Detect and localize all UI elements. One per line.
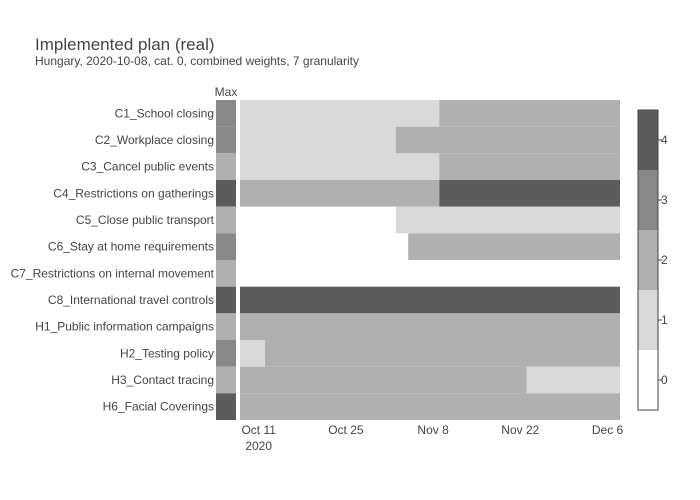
colorbar-tick-label: 4 xyxy=(661,133,668,147)
colorbar-tick-label: 0 xyxy=(661,373,668,387)
heatmap-cell-h3-contact-tracing xyxy=(240,366,527,394)
colorbar-band xyxy=(638,290,658,350)
max-cell-c7-restrictions-on-internal-movement xyxy=(216,260,236,287)
colorbar-band xyxy=(638,110,658,170)
heatmap-cell-c7-restrictions-on-internal-movement xyxy=(240,260,620,287)
max-column-header: Max xyxy=(215,85,238,99)
row-label-c4-restrictions-on-gatherings: C4_Restrictions on gatherings xyxy=(53,186,214,200)
heatmap-cell-c1-school-closing xyxy=(240,100,440,127)
row-label-c5-close-public-transport: C5_Close public transport xyxy=(76,213,215,227)
max-cell-c6-stay-at-home-requirements xyxy=(216,233,236,260)
x-tick-label: Oct 11 xyxy=(241,423,276,437)
chart-title: Implemented plan (real) xyxy=(35,35,215,54)
heatmap-cell-h3-contact-tracing xyxy=(526,366,620,394)
heatmap-cell-h6-facial-coverings xyxy=(240,393,620,420)
heatmap-cell-c3-cancel-public-events xyxy=(439,153,620,180)
colorbar-band xyxy=(638,350,658,410)
heatmap-cell-c4-restrictions-on-gatherings xyxy=(240,180,440,207)
max-cell-c5-close-public-transport xyxy=(216,206,236,234)
colorbar-band xyxy=(638,230,658,290)
x-tick-sublabel: 2020 xyxy=(245,439,272,453)
chart-subtitle: Hungary, 2020-10-08, cat. 0, combined we… xyxy=(35,54,359,68)
row-label-c2-workplace-closing: C2_Workplace closing xyxy=(95,133,214,147)
heatmap-cell-c4-restrictions-on-gatherings xyxy=(439,180,620,207)
row-label-h6-facial-coverings: H6_Facial Coverings xyxy=(103,400,214,414)
max-cell-c8-international-travel-controls xyxy=(216,286,236,314)
row-label-h2-testing-policy: H2_Testing policy xyxy=(120,346,214,360)
x-tick-label: Dec 6 xyxy=(592,423,624,437)
heatmap-cell-c2-workplace-closing xyxy=(395,126,620,154)
x-tick-label: Oct 25 xyxy=(328,423,364,437)
row-label-c6-stay-at-home-requirements: C6_Stay at home requirements xyxy=(48,240,214,254)
colorbar-tick-label: 1 xyxy=(661,313,668,327)
heatmap-cell-c3-cancel-public-events xyxy=(240,153,440,180)
row-label-c1-school-closing: C1_School closing xyxy=(115,106,214,120)
colorbar-tick-label: 2 xyxy=(661,253,668,267)
colorbar-tick-label: 3 xyxy=(661,193,668,207)
row-label-c3-cancel-public-events: C3_Cancel public events xyxy=(81,160,214,174)
row-label-c8-international-travel-controls: C8_International travel controls xyxy=(48,293,214,307)
max-cell-h3-contact-tracing xyxy=(216,366,236,394)
max-cell-h2-testing-policy xyxy=(216,340,236,367)
heatmap-cell-c5-close-public-transport xyxy=(240,206,396,234)
max-cell-c3-cancel-public-events xyxy=(216,153,236,180)
heatmap-cell-c6-stay-at-home-requirements xyxy=(240,233,409,260)
colorbar-band xyxy=(638,170,658,230)
max-cell-h1-public-information-campaigns xyxy=(216,313,236,340)
heatmap-cell-c8-international-travel-controls xyxy=(240,286,620,314)
max-cell-c2-workplace-closing xyxy=(216,126,236,154)
row-label-h3-contact-tracing: H3_Contact tracing xyxy=(111,373,214,387)
x-tick-label: Nov 22 xyxy=(501,423,539,437)
max-cell-h6-facial-coverings xyxy=(216,393,236,420)
heatmap-cell-c2-workplace-closing xyxy=(240,126,396,154)
heatmap-cell-c5-close-public-transport xyxy=(395,206,620,234)
heatmap-cell-h2-testing-policy xyxy=(264,340,620,367)
row-label-c7-restrictions-on-internal-movement: C7_Restrictions on internal movement xyxy=(11,266,215,280)
max-cell-c4-restrictions-on-gatherings xyxy=(216,180,236,207)
max-cell-c1-school-closing xyxy=(216,100,236,127)
heatmap-cell-c1-school-closing xyxy=(439,100,620,127)
row-label-h1-public-information-campaigns: H1_Public information campaigns xyxy=(35,320,214,334)
heatmap-cell-c6-stay-at-home-requirements xyxy=(408,233,620,260)
heatmap-cell-h1-public-information-campaigns xyxy=(240,313,620,340)
x-tick-label: Nov 8 xyxy=(417,423,449,437)
heatmap-cell-h2-testing-policy xyxy=(240,340,265,367)
